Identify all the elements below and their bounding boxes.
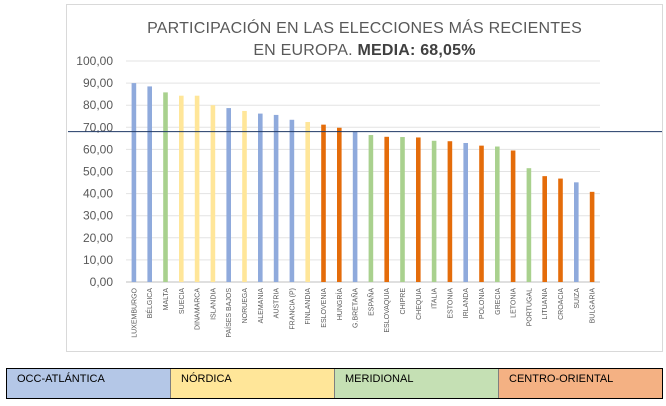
x-tick-label: ALEMANIA bbox=[258, 288, 265, 324]
x-tick-label: IRLANDA bbox=[463, 288, 470, 319]
bar bbox=[289, 119, 295, 282]
bar bbox=[558, 178, 563, 282]
x-tick-label: AUSTRIA bbox=[274, 288, 281, 319]
x-tick-label: ESLOVAQUIA bbox=[384, 288, 391, 333]
bar bbox=[273, 114, 279, 282]
bar bbox=[305, 121, 310, 282]
y-tick-label: 40,00 bbox=[83, 187, 113, 201]
x-tick-label: ISLANDIA bbox=[210, 288, 217, 320]
bar bbox=[368, 135, 374, 282]
y-tick-label: 50,00 bbox=[83, 165, 113, 179]
chart-title: PARTICIPACIÓN EN LAS ELECCIONES MÁS RECI… bbox=[66, 18, 663, 62]
bar bbox=[258, 113, 263, 283]
bar bbox=[431, 140, 437, 282]
x-tick-label: FRANCIA (P) bbox=[289, 288, 296, 330]
x-tick-label: NORUEGA bbox=[242, 288, 249, 324]
y-tick-label: 100,00 bbox=[76, 54, 113, 68]
bar bbox=[495, 146, 500, 282]
bar bbox=[542, 176, 547, 282]
x-tick-label: PAÍSES BAJOS bbox=[224, 288, 233, 338]
chart-title-line1: PARTICIPACIÓN EN LAS ELECCIONES MÁS RECI… bbox=[147, 20, 582, 37]
chart-title-line2-prefix: EN EUROPA. bbox=[253, 42, 353, 59]
x-tick-label: BÉLGICA bbox=[145, 288, 154, 319]
x-tick-label: CHEQUIA bbox=[416, 288, 423, 320]
region-legend: OCC-ATLÁNTICA NÓRDICA MERIDIONAL CENTRO-… bbox=[6, 368, 663, 399]
bar bbox=[242, 110, 247, 282]
bar-chart: 0,00 10,00 20,00 30,00 40,00 50,00 60,00 70,00 8… bbox=[68, 54, 662, 338]
bar bbox=[589, 191, 595, 282]
legend-centro-oriental: CENTRO-ORIENTAL bbox=[499, 369, 662, 398]
legend-occ-atlantica: OCC-ATLÁNTICA bbox=[7, 369, 171, 398]
x-tick-label: ESLOVENIA bbox=[321, 288, 328, 328]
x-tick-label: SUECIA bbox=[179, 288, 186, 314]
legend-meridional: MERIDIONAL bbox=[335, 369, 499, 398]
x-tick-label: ITALIA bbox=[432, 288, 439, 309]
bar bbox=[416, 137, 421, 282]
bar bbox=[131, 83, 137, 282]
legend-nordica: NÓRDICA bbox=[171, 369, 335, 398]
x-tick-label: SUIZA bbox=[574, 288, 581, 309]
bar bbox=[337, 127, 342, 282]
x-tick-label: LETONIA bbox=[511, 288, 518, 318]
x-tick-label: BULGARIA bbox=[590, 288, 597, 324]
bar bbox=[147, 86, 152, 282]
y-tick-label: 10,00 bbox=[83, 253, 113, 267]
x-tick-label: CHIPRE bbox=[400, 288, 407, 315]
bar bbox=[463, 142, 468, 282]
x-tick-label: PORTUGAL bbox=[526, 288, 533, 326]
bar bbox=[194, 95, 200, 283]
x-tick-label: ESPAÑA bbox=[366, 288, 375, 316]
y-tick-label: 20,00 bbox=[83, 231, 113, 245]
bar bbox=[179, 95, 184, 283]
bar bbox=[574, 182, 579, 282]
y-tick-label: 60,00 bbox=[83, 142, 113, 156]
x-tick-label: MALTA bbox=[163, 288, 170, 311]
bar bbox=[510, 150, 516, 282]
bar bbox=[226, 108, 231, 282]
bar bbox=[447, 141, 453, 282]
chart-title-line2: EN EUROPA. MEDIA: 68,05% bbox=[66, 40, 663, 62]
x-tick-label: POLONIA bbox=[479, 288, 486, 319]
chart-title-mean: MEDIA: 68,05% bbox=[357, 42, 476, 59]
y-tick-label: 70,00 bbox=[83, 120, 113, 134]
x-tick-label: HUNGRÍA bbox=[335, 288, 344, 321]
x-tick-label: ESTONIA bbox=[447, 288, 454, 319]
y-tick-label: 30,00 bbox=[83, 209, 113, 223]
bar bbox=[163, 92, 168, 282]
bar bbox=[384, 136, 389, 282]
x-tick-label: LITUANIA bbox=[542, 288, 549, 320]
x-tick-label: GRECIA bbox=[495, 288, 502, 315]
bar bbox=[321, 124, 326, 282]
bar bbox=[210, 105, 216, 282]
x-tick-label: CROACIA bbox=[558, 288, 565, 320]
y-tick-label: 90,00 bbox=[83, 76, 113, 90]
y-tick-label: 80,00 bbox=[83, 98, 113, 112]
bar bbox=[479, 145, 484, 282]
bar bbox=[400, 137, 405, 282]
x-tick-label: G.BRETAÑA bbox=[351, 288, 360, 328]
x-tick-label: LUXEMBURGO bbox=[131, 287, 138, 337]
y-tick-label: 0,00 bbox=[90, 275, 114, 289]
bar bbox=[352, 131, 358, 282]
x-tick-label: DINAMARCA bbox=[195, 288, 202, 330]
bar bbox=[526, 168, 532, 282]
x-tick-label: FINLANDIA bbox=[305, 288, 312, 325]
